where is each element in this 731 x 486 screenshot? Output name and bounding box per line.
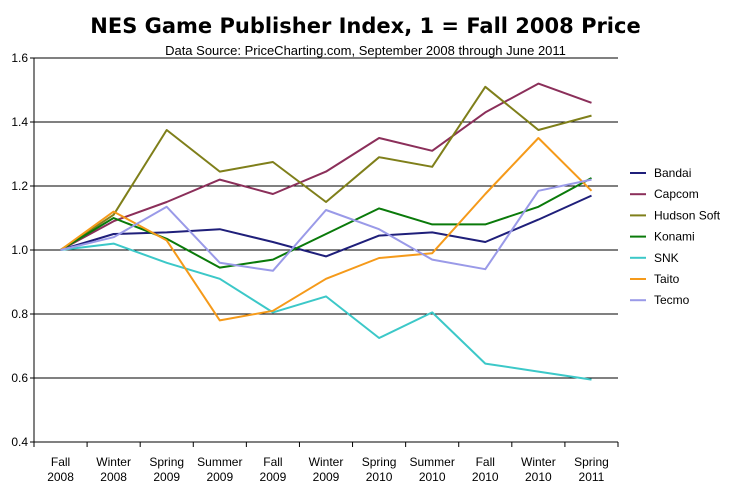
y-tick-label: 1.2 xyxy=(11,179,28,193)
x-tick-label: 2009 xyxy=(206,470,233,484)
x-tick-label: 2010 xyxy=(472,470,499,484)
x-tick-label: Fall xyxy=(263,455,282,469)
x-tick-label: 2010 xyxy=(366,470,393,484)
series-line-capcom xyxy=(60,82,592,251)
legend-label: Hudson Soft xyxy=(654,208,721,222)
x-tick-label: 2011 xyxy=(579,470,605,484)
x-tick-label: 2008 xyxy=(100,470,127,484)
x-tick-label: 2010 xyxy=(525,470,552,484)
y-tick-label: 1.0 xyxy=(11,243,28,257)
series-line-tecmo xyxy=(60,178,592,272)
x-tick-label: 2009 xyxy=(313,470,340,484)
x-tick-label: Winter xyxy=(96,455,131,469)
x-tick-label: Winter xyxy=(521,455,556,469)
y-tick-label: 0.8 xyxy=(11,307,28,321)
x-tick-label: 2009 xyxy=(260,470,287,484)
y-tick-label: 1.4 xyxy=(11,115,28,129)
y-tick-label: 0.6 xyxy=(11,371,28,385)
legend-label: Tecmo xyxy=(654,293,690,307)
series-line-hudson-soft xyxy=(59,85,592,251)
chart-title: NES Game Publisher Index, 1 = Fall 2008 … xyxy=(90,14,641,38)
x-tick-label: 2010 xyxy=(419,470,446,484)
x-tick-label: 2009 xyxy=(153,470,180,484)
legend-label: Capcom xyxy=(654,187,699,201)
chart-subtitle: Data Source: PriceCharting.com, Septembe… xyxy=(165,43,566,58)
series-line-snk xyxy=(60,242,592,381)
x-tick-label: Fall xyxy=(51,455,70,469)
x-tick-label: Summer xyxy=(410,455,455,469)
x-tick-label: Summer xyxy=(197,455,242,469)
x-tick-label: Spring xyxy=(574,455,609,469)
legend-label: Konami xyxy=(654,230,695,244)
legend-label: SNK xyxy=(654,251,679,265)
legend-label: Bandai xyxy=(654,166,691,180)
y-tick-label: 1.6 xyxy=(11,51,28,65)
x-tick-label: Winter xyxy=(309,455,344,469)
x-tick-label: Spring xyxy=(149,455,184,469)
legend-label: Taito xyxy=(654,272,680,286)
x-tick-label: Fall xyxy=(476,455,495,469)
series-line-taito xyxy=(59,137,593,322)
y-tick-label: 0.4 xyxy=(11,435,28,449)
x-tick-label: 2008 xyxy=(47,470,74,484)
x-tick-label: Spring xyxy=(362,455,397,469)
